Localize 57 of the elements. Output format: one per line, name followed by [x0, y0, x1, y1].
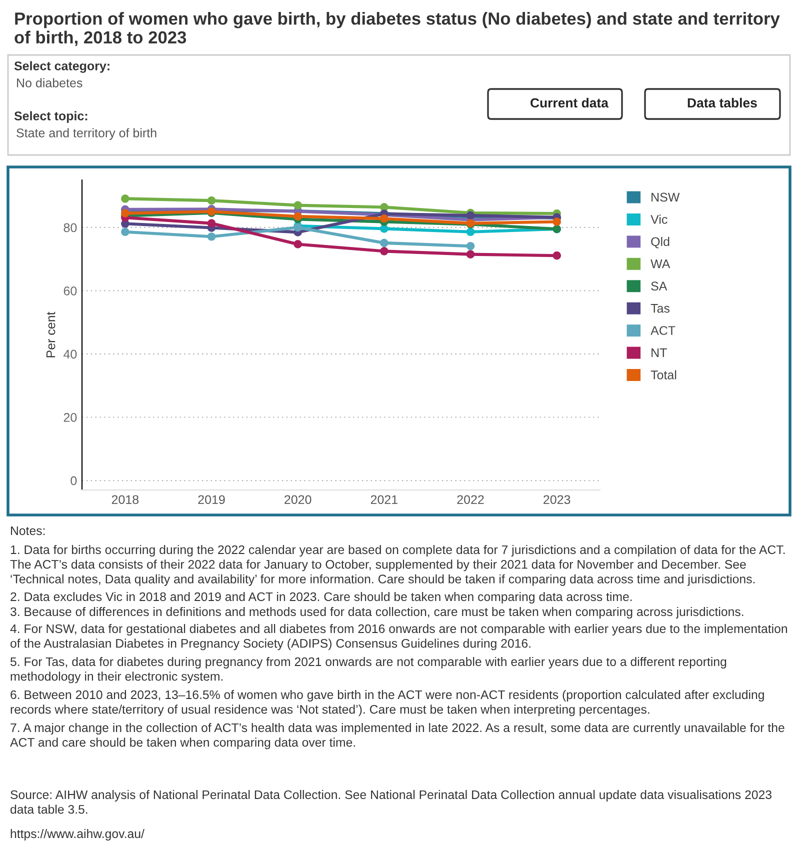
y-tick-label: 40 [64, 350, 77, 359]
text: Notes: [11, 526, 45, 536]
text: 2. Data excludes Vic in 2018 and 2019 and ACT in 2023. Care should be taken when comparing data across time. [10, 592, 632, 604]
text: No diabetes [17, 78, 82, 88]
point [121, 194, 130, 203]
legend-label: WA [650, 260, 670, 268]
point [121, 209, 130, 218]
x-tick-label: 2021 [370, 495, 398, 504]
y-tick-label: 60 [64, 286, 77, 296]
point [380, 224, 388, 233]
legend-label: Vic [650, 214, 668, 224]
point [207, 219, 216, 228]
point [207, 232, 216, 241]
legend-label: ACT [650, 326, 676, 335]
y-tick-label: 0 [70, 476, 77, 486]
y-axis-title: Per cent [46, 312, 56, 358]
point [552, 218, 561, 226]
text: 3. Because of differences in definitions and methods used for data collection, care must be taken when comparing across jurisdictions. [10, 607, 744, 619]
text: 7. A major change in the collection of ACT’s health data was implemented in late 2022. As a result, some data are currently unavailable for the ACT and care should be taken when comparing data over time. [10, 723, 784, 750]
text: State and territory of birth [16, 128, 156, 140]
chart-title: Proportion of women who gave birth, by diabetes status (No diabetes) and state and territory of birth, 2018 to 2023 [14, 12, 780, 46]
text: https://www.aihw.gov.au/ [10, 829, 144, 841]
x-tick-label: 2023 [544, 495, 570, 504]
legend-label: Total [650, 370, 676, 380]
text: Data tables [688, 98, 757, 108]
text: Select category: [14, 61, 110, 73]
legend-label: Tas [650, 304, 670, 313]
x-tick-label: 2019 [198, 495, 225, 504]
text: 1. Data for births occurring during the 2022 calendar year are based on complete data for 7 jurisdictions and a compilation of data for the ACT. The ACT’s data consists of their 2022 data for January to October, supplemented by their 2021 data for November and December. See ‘Technical notes, Data quality and availability’ for more information. Care should be taken if comparing data across time and jurisdictions. [10, 545, 785, 586]
point [121, 228, 130, 236]
point [466, 228, 475, 236]
point [466, 242, 475, 250]
legend-label: SA [651, 282, 668, 290]
point [380, 203, 388, 212]
text: Current data [530, 98, 609, 108]
text: Select topic: [14, 111, 88, 123]
x-tick-label: 2020 [284, 495, 312, 504]
legend-label: Qld [651, 236, 670, 248]
legend-label: NT [652, 348, 667, 358]
point [294, 212, 302, 221]
source-note: Source: AIHW analysis of National Perinatal Data Collection. See National Perinatal Data Collection annual update data visualisations 2023 data table 3.5. [10, 790, 772, 814]
text: 5. For Tas, data for diabetes during pregnancy from 2021 onwards are not comparable with earlier years due to a different reporting methodology in their electronic system. [10, 657, 726, 684]
y-tick-label: 20 [64, 413, 77, 422]
point [207, 196, 216, 205]
legend-label: NSW [652, 192, 680, 202]
x-tick-label: 2018 [112, 495, 139, 504]
point [380, 247, 388, 256]
point [380, 214, 388, 223]
x-tick-label: 2022 [457, 495, 484, 504]
y-tick-label: 80 [64, 223, 77, 232]
text: 6. Between 2010 and 2023, 13–16.5% of women who gave birth in the ACT were non-ACT residents (proportion calculated after excluding records where state/territory of usual residence was ‘Not stated’). Care must be taken when interpreting percentages. [10, 690, 764, 716]
text: 4. For NSW, data for gestational diabetes and all diabetes from 2016 onwards are not comparable with earlier years due to the implementation of the Australasian Diabetes in Pregnancy Society (ADIPS) Consensus Guidelines during 2016. [10, 624, 788, 650]
point [294, 240, 302, 248]
point [294, 201, 302, 210]
point [466, 250, 475, 259]
point [552, 251, 561, 260]
point [380, 238, 388, 248]
